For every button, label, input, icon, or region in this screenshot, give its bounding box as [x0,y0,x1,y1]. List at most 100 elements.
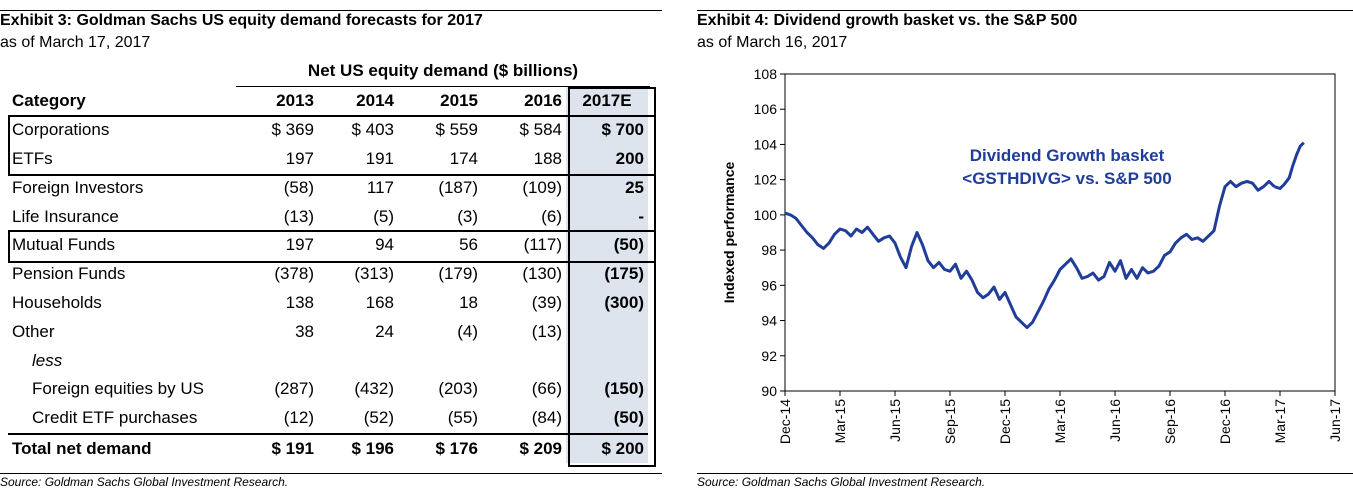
total-value: $ 191 [232,432,318,464]
value-cell: (66) [531,379,562,399]
left-panel: Exhibit 3: Goldman Sachs US equity deman… [0,0,662,498]
chart-annotation: <GSTHDIVG> vs. S&P 500 [962,169,1171,188]
estimate-cell: $ 700 [566,115,648,145]
x-tick-label: Jun-16 [1107,399,1123,442]
top-rule [0,10,662,11]
x-tick-label: Sep-16 [1162,399,1178,444]
row-category: Corporations [12,120,110,140]
value-cell: (52) [363,408,394,428]
value-cell: (4) [457,321,478,341]
row-category: Households [12,292,102,312]
y-tick-label: 104 [754,136,778,152]
bottom-rule [697,473,1353,474]
value-cell: 24 [375,321,394,341]
table-row: Other 38 24 (4) (13) [8,317,648,347]
row-category: Mutual Funds [12,235,115,255]
value-cell: 188 [533,148,562,168]
value-cell: (84) [531,408,562,428]
total-value: $ 176 [398,432,482,464]
y-tick-label: 108 [754,66,778,82]
table-group-header: Net US equity demand ($ billions) [307,61,579,80]
value-cell: (13) [531,321,562,341]
column-header: 2013 [276,91,314,111]
value-cell: (39) [531,292,562,312]
x-tick-label: Mar-16 [1052,399,1068,444]
total-value: $ 209 [482,432,566,464]
value-cell [232,346,318,375]
value-cell: 94 [375,235,394,255]
x-tick-label: Mar-15 [832,399,848,444]
value-cell: $ 369 [271,120,314,140]
chart-annotation: Dividend Growth basket [970,146,1165,165]
value-cell: (58) [283,177,314,197]
table-row: Pension Funds (378) (313) (179) (130) (175) [8,259,648,289]
estimate-cell: 200 [566,144,648,174]
value-cell [482,346,566,375]
value-cell: $ 584 [519,120,562,140]
exhibit-3-subtitle: as of March 17, 2017 [0,34,151,51]
estimate-cell [566,346,648,375]
x-tick-label: Sep-15 [942,399,958,444]
value-cell: (117) [523,235,562,255]
value-cell: 56 [459,235,478,255]
value-cell [318,346,398,375]
value-cell: (5) [373,206,394,226]
demand-table: Category 2013 2014 2015 2016 2017E Corpo… [8,87,648,464]
value-cell: 18 [459,292,478,312]
value-cell: 191 [365,148,394,168]
right-panel: Exhibit 4: Dividend growth basket vs. th… [697,0,1353,498]
value-cell: 168 [365,292,394,312]
y-tick-label: 102 [754,172,778,188]
value-cell: (432) [354,379,394,399]
y-axis-label: Indexed performance [721,161,737,303]
row-category: Foreign equities by US [32,379,204,399]
y-tick-label: 98 [761,242,777,258]
y-tick-label: 92 [761,348,777,364]
plot-frame [784,73,1336,392]
top-rule [697,10,1353,11]
table-row: Households 138 168 18 (39) (300) [8,288,648,318]
value-cell: (6) [541,206,562,226]
exhibit-4-title: Exhibit 4: Dividend growth basket vs. th… [697,12,1078,29]
column-header: 2014 [356,91,394,111]
value-cell: 138 [285,292,314,312]
value-cell: (12) [283,408,314,428]
value-cell: (203) [438,379,478,399]
source-note: Source: Goldman Sachs Global Investment … [697,475,986,489]
value-cell: (130) [522,264,562,284]
total-row: Total net demand $ 191 $ 196 $ 176 $ 209 $ 20… [8,432,648,464]
row-category: Credit ETF purchases [32,408,198,428]
value-cell: (187) [438,177,478,197]
y-tick-label: 106 [754,101,778,117]
x-tick-label: Dec-15 [997,399,1013,444]
value-cell: (179) [438,264,478,284]
exhibit-4-subtitle: as of March 16, 2017 [697,34,848,51]
group-header-rule [236,86,650,87]
x-tick-label: Jun-17 [1327,399,1343,442]
row-category: Life Insurance [12,206,119,226]
y-tick-label: 96 [761,277,777,293]
total-label: Total net demand [8,432,232,464]
column-header: 2017E [566,87,648,116]
series-line [784,179,1276,330]
value-cell: 197 [285,148,314,168]
column-header: 2016 [524,91,562,111]
estimate-cell: (50) [566,403,648,434]
column-header: Category [12,91,86,111]
table-row: Mutual Funds 197 94 56 (117) (50) [8,230,648,260]
value-cell [398,346,482,375]
value-cell: 38 [295,321,314,341]
value-cell: 174 [449,148,478,168]
x-tick-label: Jun-15 [887,399,903,442]
total-value: $ 200 [566,432,648,464]
series-line [1274,141,1305,190]
value-cell: (313) [354,264,394,284]
row-category: ETFs [12,148,53,168]
value-cell: 117 [366,177,394,197]
table-row: Corporations $ 369 $ 403 $ 559 $ 584 $ 700 [8,115,648,145]
value-cell: (109) [522,177,562,197]
table-row: Foreign equities by US (287) (432) (203) (66… [8,374,648,404]
row-category: Foreign Investors [12,177,144,197]
x-tick-label: Dec-16 [1217,399,1233,444]
estimate-cell: - [566,202,648,231]
